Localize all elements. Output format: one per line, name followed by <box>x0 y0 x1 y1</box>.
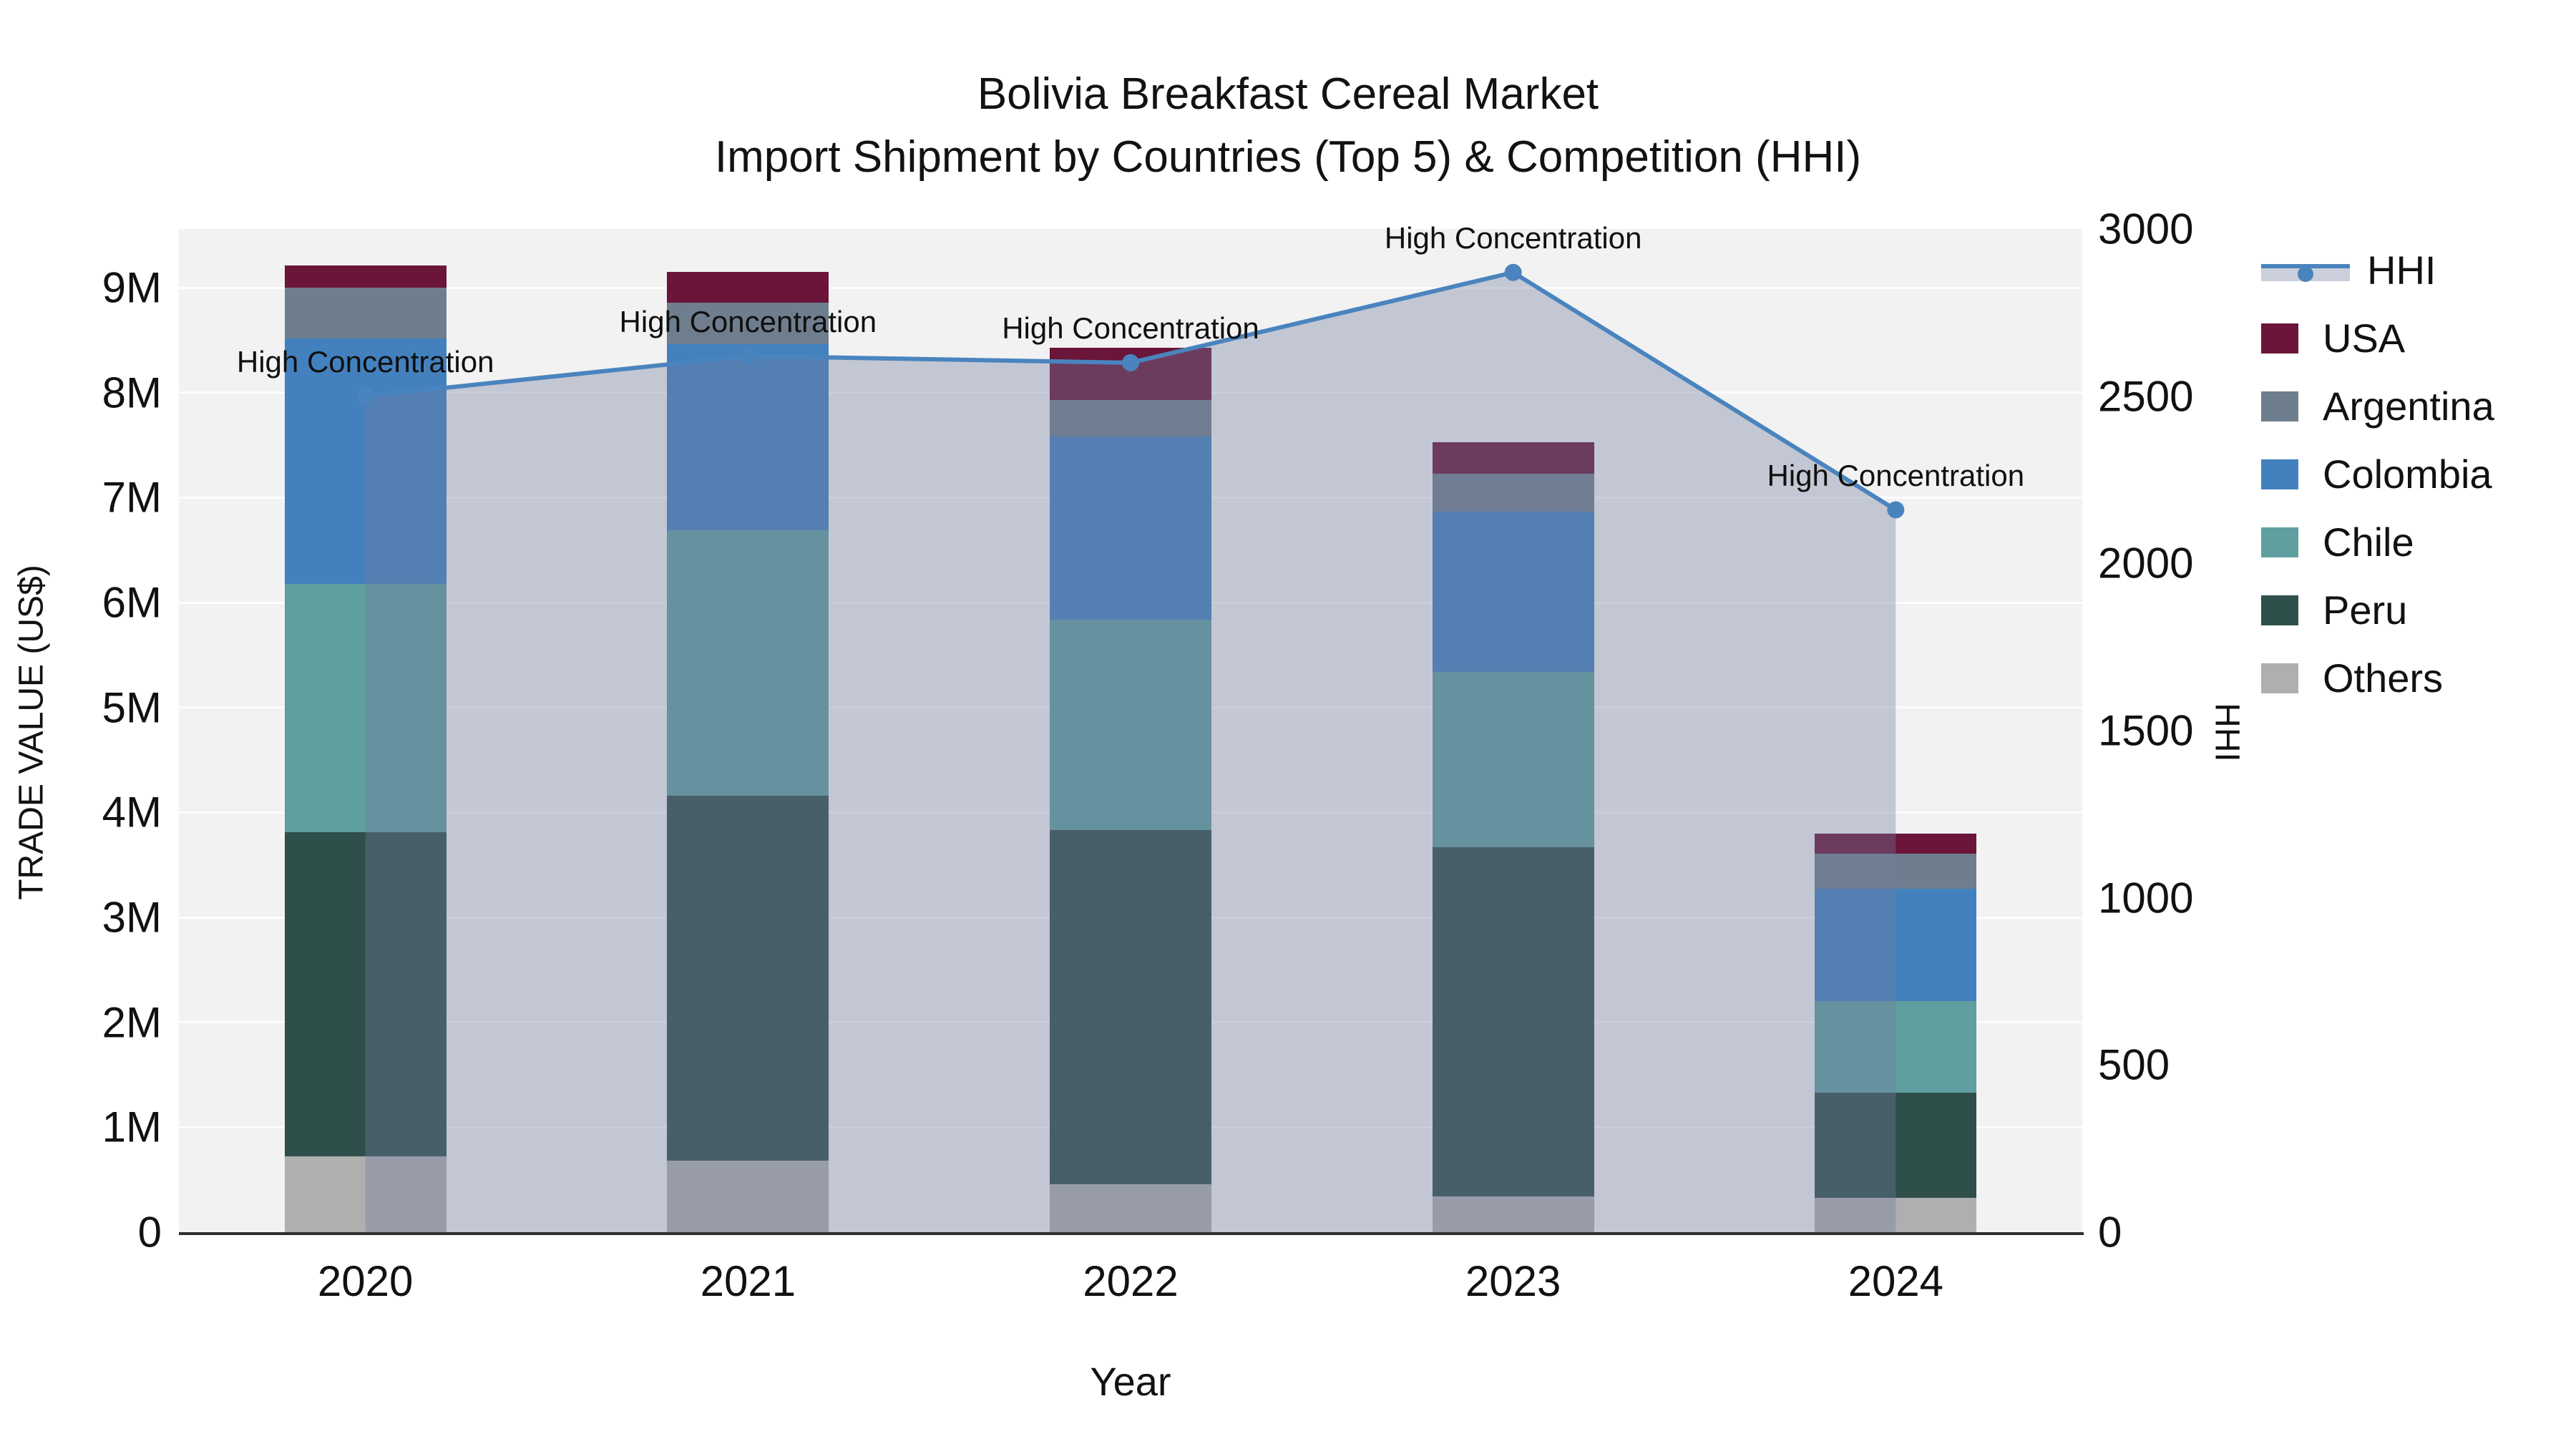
hhi-marker-2021 <box>739 347 757 365</box>
chart-title-line1: Bolivia Breakfast Cereal Market <box>977 69 1599 119</box>
gridline <box>179 286 2082 289</box>
stacked-bar-2023 <box>1432 441 1594 1232</box>
legend-swatch-others <box>2261 663 2298 693</box>
legend-swatch-usa <box>2261 323 2298 353</box>
bar-segment-peru-2020 <box>284 832 447 1157</box>
bar-segment-others-2023 <box>1432 1196 1594 1232</box>
hhi-marker-2020 <box>356 387 374 405</box>
stacked-bar-2024 <box>1815 833 1977 1232</box>
y-right-tick-0: 0 <box>2098 1208 2122 1257</box>
bar-segment-chile-2022 <box>1050 619 1211 831</box>
bar-segment-argentina-2022 <box>1050 400 1211 437</box>
x-tick-2020: 2020 <box>317 1257 414 1305</box>
bar-segment-others-2022 <box>1050 1184 1211 1232</box>
legend-item-others[interactable]: Others <box>2261 644 2494 712</box>
annotation-high-concentration-2020: High Concentration <box>236 344 494 379</box>
hhi-marker-2023 <box>1504 263 1522 281</box>
hhi-marker-2024 <box>1887 501 1905 519</box>
y-right-tick-500: 500 <box>2098 1040 2170 1089</box>
bar-segment-argentina-2024 <box>1815 853 1977 889</box>
y-left-tick-6M: 6M <box>102 578 162 627</box>
annotation-high-concentration-2021: High Concentration <box>619 304 877 338</box>
legend-swatch-argentina <box>2261 391 2298 421</box>
y-left-tick-0: 0 <box>137 1208 162 1257</box>
legend-item-colombia[interactable]: Colombia <box>2261 440 2494 508</box>
y-axis-right-title: HHI <box>2207 703 2246 762</box>
bar-segment-usa-2021 <box>667 272 829 303</box>
chart-title-line2: Import Shipment by Countries (Top 5) & C… <box>714 132 1862 182</box>
hhi-marker-2022 <box>1122 353 1139 371</box>
legend-item-usa[interactable]: USA <box>2261 304 2494 372</box>
bar-segment-argentina-2020 <box>284 288 447 338</box>
hhi-line-overlay <box>356 263 1905 1232</box>
hhi-line-legend-glyph <box>2261 258 2350 283</box>
annotation-high-concentration-2022: High Concentration <box>1002 311 1259 345</box>
legend-label-hhi: HHI <box>2367 248 2436 293</box>
legend-swatch-colombia <box>2261 459 2298 489</box>
legend-item-argentina[interactable]: Argentina <box>2261 372 2494 440</box>
plot-area: High Concentration High Concentration High… <box>179 221 2082 1232</box>
x-axis-title: Year <box>1090 1359 1171 1404</box>
legend-swatch-peru <box>2261 595 2298 625</box>
bar-segment-colombia-2021 <box>667 344 829 530</box>
legend-item-chile[interactable]: Chile <box>2261 508 2494 576</box>
annotation-high-concentration-2024: High Concentration <box>1767 458 2025 492</box>
y-right-tick-3000: 3000 <box>2098 205 2194 253</box>
annotation-high-concentration-2023: High Concentration <box>1384 220 1642 255</box>
y-left-tick-8M: 8M <box>102 369 162 417</box>
legend-label-chile: Chile <box>2323 519 2414 565</box>
y-right-tick-2000: 2000 <box>2098 539 2194 587</box>
bar-segment-others-2024 <box>1815 1197 1977 1232</box>
y-left-tick-9M: 9M <box>102 263 162 312</box>
y-left-tick-5M: 5M <box>102 683 162 732</box>
bar-segment-usa-2020 <box>284 265 447 288</box>
bar-segment-usa-2024 <box>1815 833 1977 854</box>
bar-segment-chile-2024 <box>1815 1001 1977 1093</box>
legend-label-argentina: Argentina <box>2323 384 2494 429</box>
stacked-bar-2020 <box>284 265 447 1232</box>
legend-label-peru: Peru <box>2323 587 2408 633</box>
y-left-tick-4M: 4M <box>102 788 162 836</box>
bar-segment-colombia-2022 <box>1050 436 1211 620</box>
legend-label-usa: USA <box>2323 316 2406 361</box>
y-axis-left-title: TRADE VALUE (US$) <box>12 565 51 900</box>
y-left-tick-7M: 7M <box>102 473 162 522</box>
bar-segment-argentina-2021 <box>667 302 829 345</box>
bar-segment-peru-2024 <box>1815 1092 1977 1198</box>
stacked-bar-2022 <box>1050 347 1211 1232</box>
bar-segment-argentina-2023 <box>1432 473 1594 512</box>
legend-item-hhi[interactable]: HHI <box>2261 236 2494 304</box>
legend-swatch-chile <box>2261 527 2298 557</box>
y-left-tick-2M: 2M <box>102 998 162 1047</box>
y-right-tick-1000: 1000 <box>2098 874 2194 922</box>
x-tick-2023: 2023 <box>1465 1257 1561 1305</box>
x-tick-2021: 2021 <box>700 1257 796 1305</box>
legend: HHI USA Argentina Colombia Chile Peru Others <box>2261 236 2494 712</box>
x-tick-2022: 2022 <box>1083 1257 1179 1305</box>
bar-segment-chile-2023 <box>1432 671 1594 847</box>
legend-label-colombia: Colombia <box>2323 452 2492 497</box>
y-left-tick-1M: 1M <box>102 1103 162 1151</box>
bar-segment-peru-2021 <box>667 795 829 1161</box>
bar-segment-peru-2022 <box>1050 830 1211 1184</box>
bar-segment-chile-2020 <box>284 583 447 833</box>
hhi-area-fill <box>365 272 1896 1232</box>
bar-segment-peru-2023 <box>1432 847 1594 1197</box>
y-right-tick-2500: 2500 <box>2098 372 2194 421</box>
legend-label-others: Others <box>2323 655 2444 701</box>
bar-segment-others-2020 <box>284 1156 447 1232</box>
bar-segment-chile-2021 <box>667 530 829 796</box>
x-axis-line <box>179 1232 2084 1235</box>
bar-segment-colombia-2023 <box>1432 511 1594 672</box>
y-left-tick-3M: 3M <box>102 893 162 942</box>
bar-segment-colombia-2020 <box>284 338 447 584</box>
bar-segment-others-2021 <box>667 1161 829 1232</box>
bar-segment-colombia-2024 <box>1815 889 1977 1002</box>
legend-item-peru[interactable]: Peru <box>2261 576 2494 644</box>
x-tick-2024: 2024 <box>1848 1257 1944 1305</box>
bar-segment-usa-2023 <box>1432 441 1594 474</box>
y-right-tick-1500: 1500 <box>2098 706 2194 755</box>
stacked-bar-2021 <box>667 272 829 1232</box>
